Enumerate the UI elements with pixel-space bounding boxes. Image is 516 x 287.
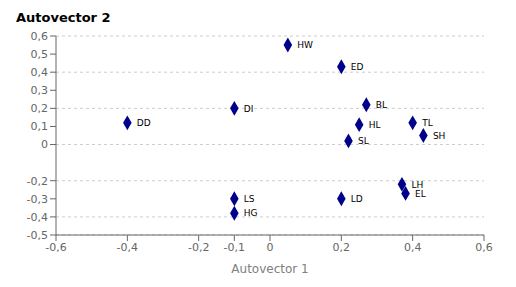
svg-text:HG: HG: [244, 208, 258, 218]
svg-text:0,4: 0,4: [404, 241, 422, 254]
svg-text:0,4: 0,4: [31, 66, 49, 79]
svg-text:SL: SL: [358, 136, 369, 146]
svg-text:DD: DD: [137, 118, 151, 128]
svg-text:-0,3: -0,3: [27, 193, 48, 206]
html-text:Autovector 2: Autovector 2: [16, 10, 111, 25]
svg-text:0,1: 0,1: [31, 120, 49, 133]
svg-text:-0,5: -0,5: [27, 229, 48, 242]
svg-text:0,6: 0,6: [475, 241, 493, 254]
svg-text:0,2: 0,2: [31, 102, 49, 115]
svg-text:-0,1: -0,1: [224, 241, 245, 254]
svg-text:LH: LH: [411, 179, 424, 190]
svg-text:ED: ED: [351, 62, 364, 72]
svg-text:LS: LS: [244, 194, 255, 204]
svg-text:-0,4: -0,4: [27, 211, 48, 224]
svg-text:BL: BL: [376, 100, 387, 110]
svg-text:0,2: 0,2: [333, 241, 351, 254]
svg-text:SH: SH: [433, 131, 445, 141]
svg-text:Autovector 1: Autovector 1: [231, 262, 308, 276]
svg-text:LD: LD: [351, 194, 363, 204]
svg-text:0,3: 0,3: [31, 84, 49, 97]
svg-text:EL: EL: [415, 189, 426, 199]
svg-text:-0,2: -0,2: [27, 175, 48, 188]
svg-text:TL: TL: [421, 118, 433, 128]
svg-text:-0,4: -0,4: [117, 241, 138, 254]
svg-text:-0,6: -0,6: [45, 241, 66, 254]
svg-text:0: 0: [41, 138, 48, 151]
svg-text:0,6: 0,6: [31, 30, 49, 43]
svg-text:0: 0: [267, 241, 274, 254]
svg-text:HW: HW: [297, 40, 313, 50]
svg-text:HL: HL: [369, 120, 381, 130]
svg-text:-0,2: -0,2: [188, 241, 209, 254]
svg-text:0,5: 0,5: [31, 48, 49, 61]
svg-text:DI: DI: [244, 104, 254, 114]
